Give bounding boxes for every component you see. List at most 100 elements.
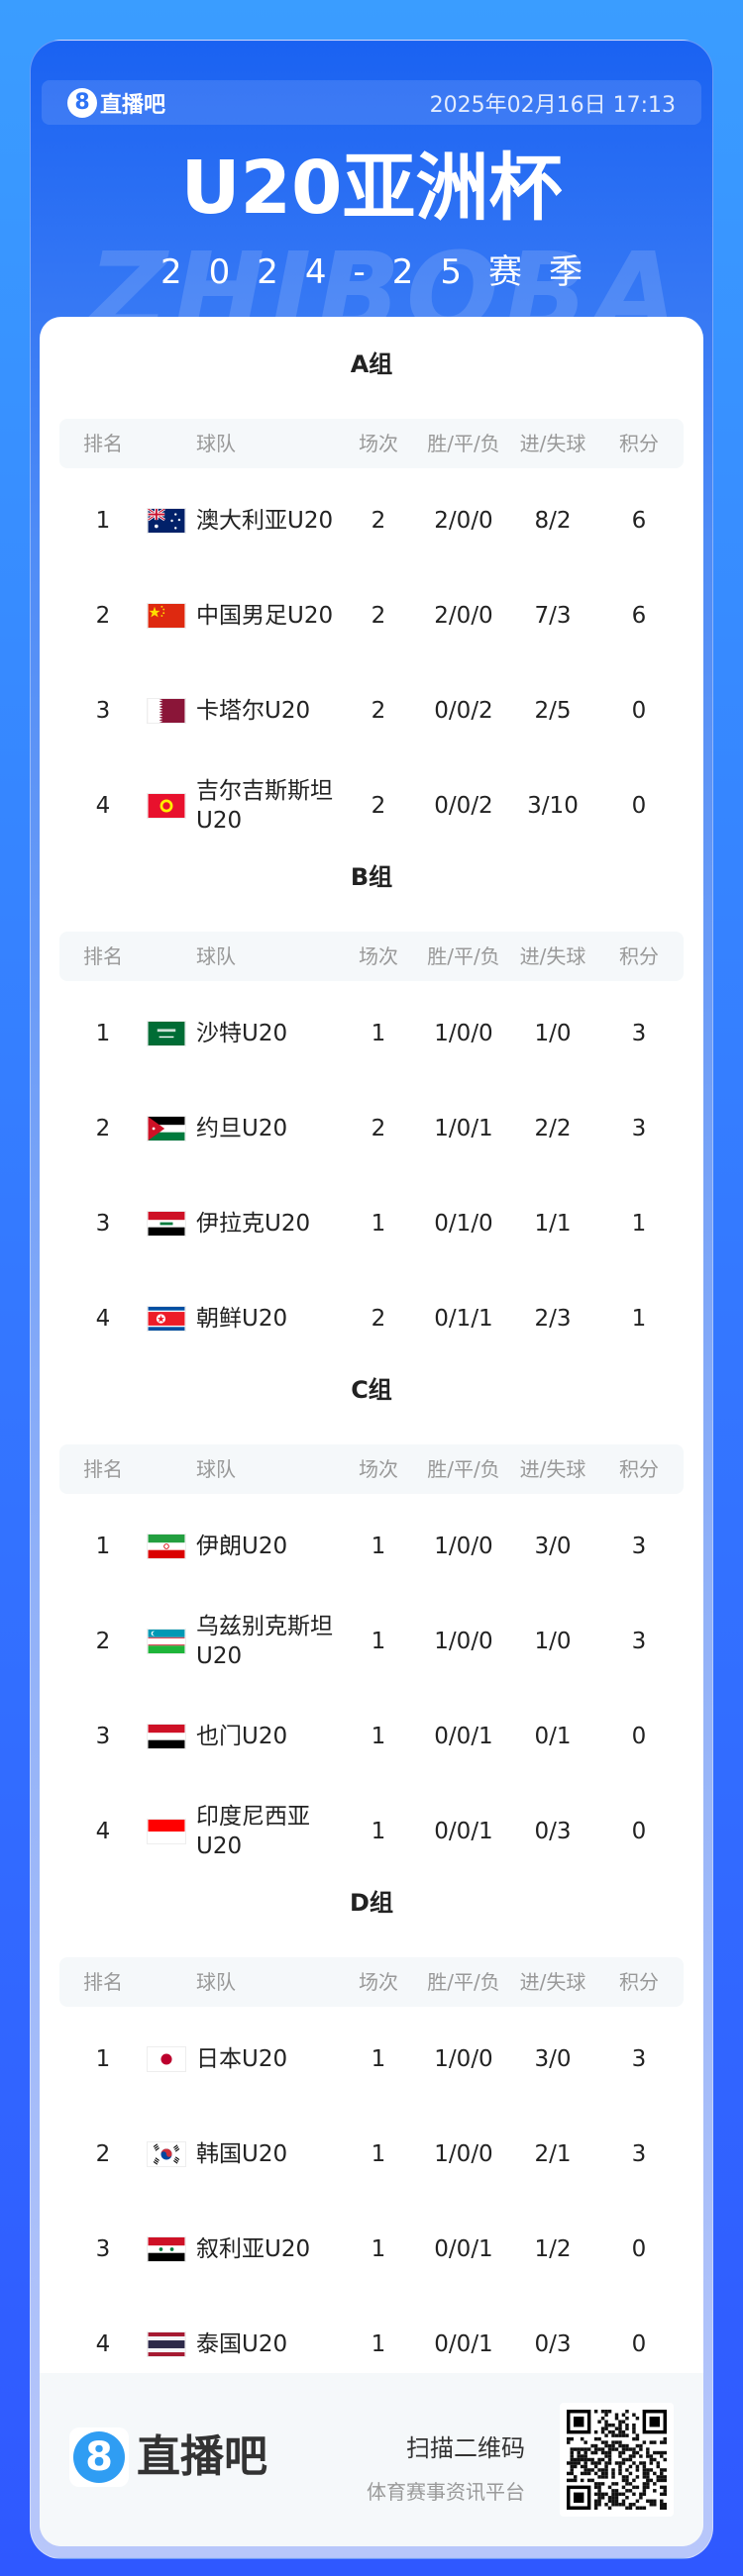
- rank: 2: [95, 1116, 111, 1141]
- played: 2: [371, 1116, 386, 1141]
- win-draw-loss: 1/0/1: [434, 1116, 493, 1141]
- points: 0: [631, 2236, 647, 2262]
- win-draw-loss: 1/0/0: [434, 1534, 493, 1559]
- team-name[interactable]: 吉尔吉斯斯坦U20: [196, 778, 333, 834]
- win-draw-loss: 1/0/0: [434, 1629, 493, 1654]
- standings-card: A组 排名 球队 场次 胜/平/负 进/失球 积分 1 澳大利亚U20 2 2/0/0 8…: [40, 317, 703, 2546]
- team-name[interactable]: 卡塔尔U20: [196, 698, 311, 724]
- points: 3: [631, 1629, 647, 1654]
- played: 1: [371, 1724, 386, 1749]
- team-name[interactable]: 也门U20: [196, 1724, 288, 1749]
- points: 0: [631, 1724, 647, 1749]
- table-row[interactable]: 1 沙特U20 1 1/0/0 1/0 3: [40, 986, 703, 1081]
- points: 3: [631, 1021, 647, 1046]
- kyrgyzstan-flag-icon: [147, 793, 186, 819]
- indonesia-flag-icon: [147, 1819, 186, 1844]
- table-row[interactable]: 4 泰国U20 1 0/0/1 0/3 0: [40, 2297, 703, 2392]
- win-draw-loss: 1/0/0: [434, 1021, 493, 1046]
- goals: 3/0: [534, 1534, 572, 1559]
- team-name[interactable]: 叙利亚U20: [196, 2236, 311, 2262]
- rank: 4: [95, 1819, 111, 1844]
- korea-flag-icon: [147, 2141, 186, 2167]
- rank: 4: [95, 2331, 111, 2357]
- win-draw-loss: 1/0/0: [434, 2141, 493, 2167]
- column-header: 进/失球: [519, 432, 586, 455]
- team-name[interactable]: 伊朗U20: [196, 1534, 288, 1559]
- table-row[interactable]: 2 约旦U20 2 1/0/1 2/2 3: [40, 1081, 703, 1176]
- table-row[interactable]: 2 乌兹别克斯坦U20 1 1/0/0 1/0 3: [40, 1594, 703, 1689]
- table-row[interactable]: 3 伊拉克U20 1 0/1/0 1/1 1: [40, 1176, 703, 1271]
- table-row[interactable]: 4 印度尼西亚U20 1 0/0/1 0/3 0: [40, 1784, 703, 1879]
- win-draw-loss: 1/0/0: [434, 2046, 493, 2072]
- table-header: 排名 球队 场次 胜/平/负 进/失球 积分: [59, 419, 684, 468]
- column-header: 排名: [83, 944, 123, 968]
- column-header: 排名: [83, 1457, 123, 1481]
- played: 1: [371, 1211, 386, 1237]
- table-row[interactable]: 4 朝鲜U20 2 0/1/1 2/3 1: [40, 1271, 703, 1366]
- team-name[interactable]: 澳大利亚U20: [196, 508, 334, 534]
- column-header: 胜/平/负: [427, 1970, 500, 1994]
- goals: 1/0: [534, 1629, 572, 1654]
- column-header: 球队: [196, 432, 236, 455]
- top-bar: 8 直播吧 2025年02月16日 17:13: [42, 80, 701, 125]
- team-name[interactable]: 泰国U20: [196, 2331, 288, 2357]
- win-draw-loss: 2/0/0: [434, 508, 493, 534]
- team-name[interactable]: 伊拉克U20: [196, 1211, 311, 1237]
- team-name[interactable]: 朝鲜U20: [196, 1306, 288, 1332]
- table-row[interactable]: 3 叙利亚U20 1 0/0/1 1/2 0: [40, 2202, 703, 2297]
- group-title: C组: [351, 1376, 392, 1404]
- uzbekistan-flag-icon: [147, 1629, 186, 1654]
- team-name[interactable]: 乌兹别克斯坦U20: [196, 1614, 333, 1669]
- rank: 4: [95, 1306, 111, 1332]
- points: 0: [631, 1819, 647, 1844]
- goals: 1/0: [534, 1021, 572, 1046]
- rank: 1: [95, 508, 111, 534]
- table-row[interactable]: 3 卡塔尔U20 2 0/0/2 2/5 0: [40, 663, 703, 758]
- goals: 0/3: [534, 2331, 572, 2357]
- played: 2: [371, 1306, 386, 1332]
- column-header: 积分: [619, 1970, 659, 1994]
- played: 1: [371, 1534, 386, 1559]
- team-name[interactable]: 印度尼西亚U20: [196, 1804, 310, 1859]
- rank: 3: [95, 1724, 111, 1749]
- played: 1: [371, 2046, 386, 2072]
- column-header: 进/失球: [519, 1970, 586, 1994]
- table-row[interactable]: 2 中国男足U20 2 2/0/0 7/3 6: [40, 568, 703, 663]
- played: 2: [371, 603, 386, 629]
- win-draw-loss: 0/1/0: [434, 1211, 493, 1237]
- table-row[interactable]: 1 澳大利亚U20 2 2/0/0 8/2 6: [40, 473, 703, 568]
- table-row[interactable]: 1 日本U20 1 1/0/0 3/0 3: [40, 2012, 703, 2107]
- rank: 2: [95, 603, 111, 629]
- team-name[interactable]: 日本U20: [196, 2046, 288, 2072]
- group-title: A组: [350, 350, 393, 378]
- team-name[interactable]: 约旦U20: [196, 1116, 288, 1141]
- group-title: B组: [350, 863, 393, 891]
- points: 3: [631, 2141, 647, 2167]
- column-header: 积分: [619, 944, 659, 968]
- team-name[interactable]: 中国男足U20: [196, 603, 334, 629]
- table-row[interactable]: 1 伊朗U20 1 1/0/0 3/0 3: [40, 1499, 703, 1594]
- goals: 3/10: [527, 793, 579, 819]
- played: 1: [371, 2141, 386, 2167]
- played: 1: [371, 2236, 386, 2262]
- win-draw-loss: 0/0/1: [434, 2331, 493, 2357]
- team-name[interactable]: 沙特U20: [196, 1021, 288, 1046]
- qr-code[interactable]: [560, 2403, 674, 2517]
- column-header: 排名: [83, 432, 123, 455]
- team-name[interactable]: 韩国U20: [196, 2141, 288, 2167]
- rank: 4: [95, 793, 111, 819]
- points: 3: [631, 2046, 647, 2072]
- table-row[interactable]: 4 吉尔吉斯斯坦U20 2 0/0/2 3/10 0: [40, 758, 703, 853]
- season-label: 2024-25赛季: [159, 252, 610, 292]
- played: 1: [371, 1021, 386, 1046]
- china-flag-icon: [147, 603, 186, 629]
- win-draw-loss: 0/1/1: [434, 1306, 493, 1332]
- rank: 2: [95, 1629, 111, 1654]
- points: 1: [631, 1211, 647, 1237]
- tagline: 体育赛事资讯平台: [367, 2480, 525, 2504]
- rank: 3: [95, 698, 111, 724]
- rank: 1: [95, 1021, 111, 1046]
- northkorea-flag-icon: [147, 1306, 186, 1332]
- table-row[interactable]: 3 也门U20 1 0/0/1 0/1 0: [40, 1689, 703, 1784]
- table-row[interactable]: 2 韩国U20 1 1/0/0 2/1 3: [40, 2107, 703, 2202]
